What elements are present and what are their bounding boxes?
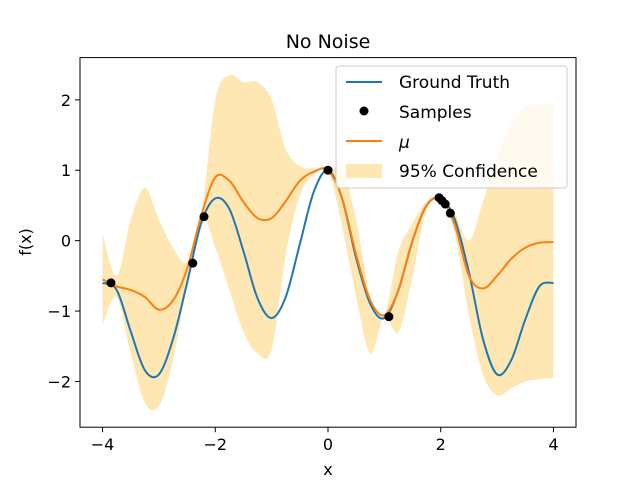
x-tick-label: 4 xyxy=(548,435,558,454)
y-tick-label: −1 xyxy=(47,302,71,321)
legend-box xyxy=(335,65,568,189)
legend-confidence-swatch xyxy=(346,164,382,178)
legend-samples-swatch xyxy=(359,106,369,116)
sample-point xyxy=(445,208,455,218)
x-tick-label: 0 xyxy=(323,435,333,454)
legend-samples-label: Samples xyxy=(399,103,472,123)
confidence-band xyxy=(102,74,554,411)
legend-confidence-label: 95% Confidence xyxy=(399,162,538,182)
plot-area xyxy=(102,74,554,411)
x-axis-label: x xyxy=(323,460,332,479)
y-axis-label: f(x) xyxy=(16,228,35,256)
chart-title: No Noise xyxy=(286,31,371,53)
y-tick-label: 1 xyxy=(61,161,71,180)
legend: Ground Truth Samples μ 95% Confidence xyxy=(335,65,568,189)
sample-point xyxy=(323,165,333,175)
sample-point xyxy=(384,312,394,322)
sample-point xyxy=(188,258,198,268)
x-tick-label: 2 xyxy=(436,435,446,454)
y-tick-label: 2 xyxy=(61,91,71,110)
x-tick-label: −2 xyxy=(203,435,227,454)
x-tick-label: −4 xyxy=(91,435,115,454)
y-tick-label: −2 xyxy=(47,372,71,391)
legend-mu-label: μ xyxy=(398,133,410,153)
sample-point xyxy=(106,278,116,288)
sample-point xyxy=(199,212,209,222)
y-tick-label: 0 xyxy=(61,232,71,251)
legend-ground-truth-label: Ground Truth xyxy=(399,73,510,93)
tick-layer: −4 −2 0 2 4 −2 −1 0 1 2 xyxy=(47,91,558,454)
sample-point xyxy=(440,199,450,209)
